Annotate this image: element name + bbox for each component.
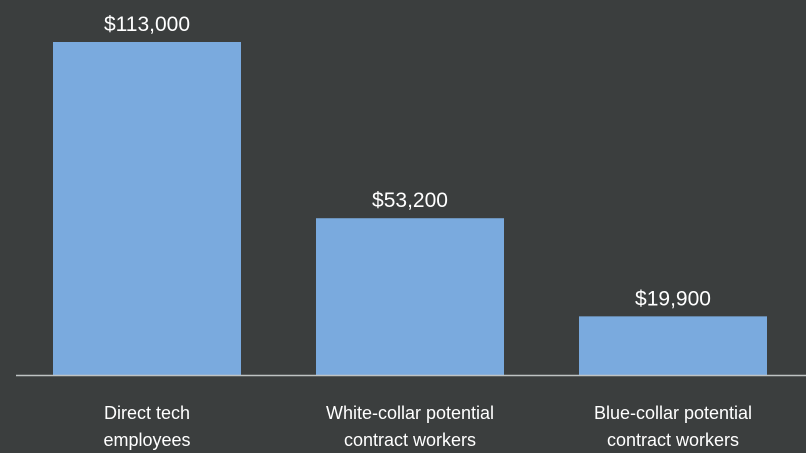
category-label-2-line-2: contract workers [344, 430, 476, 450]
bar-1 [53, 42, 241, 375]
category-label-3-line-1: Blue-collar potential [594, 403, 752, 423]
value-label-1: $113,000 [104, 13, 190, 36]
category-label-1-line-2: employees [103, 430, 190, 450]
category-label-2-line-1: White-collar potential [326, 403, 494, 423]
bar-2 [316, 218, 504, 375]
value-label-3: $19,900 [635, 287, 711, 310]
category-label-2: White-collar potential contract workers [326, 403, 494, 450]
category-label-1-line-1: Direct tech [104, 403, 190, 423]
bars-layer [53, 42, 767, 375]
value-label-2: $53,200 [372, 189, 448, 212]
value-labels-layer: $113,000 $53,200 $19,900 [104, 13, 711, 310]
bar-3 [579, 316, 767, 375]
category-labels-layer: Direct tech employees White-collar potenti… [103, 403, 752, 450]
category-label-3-line-2: contract workers [607, 430, 739, 450]
category-label-3: Blue-collar potential contract workers [594, 403, 752, 450]
category-label-1: Direct tech employees [103, 403, 190, 450]
